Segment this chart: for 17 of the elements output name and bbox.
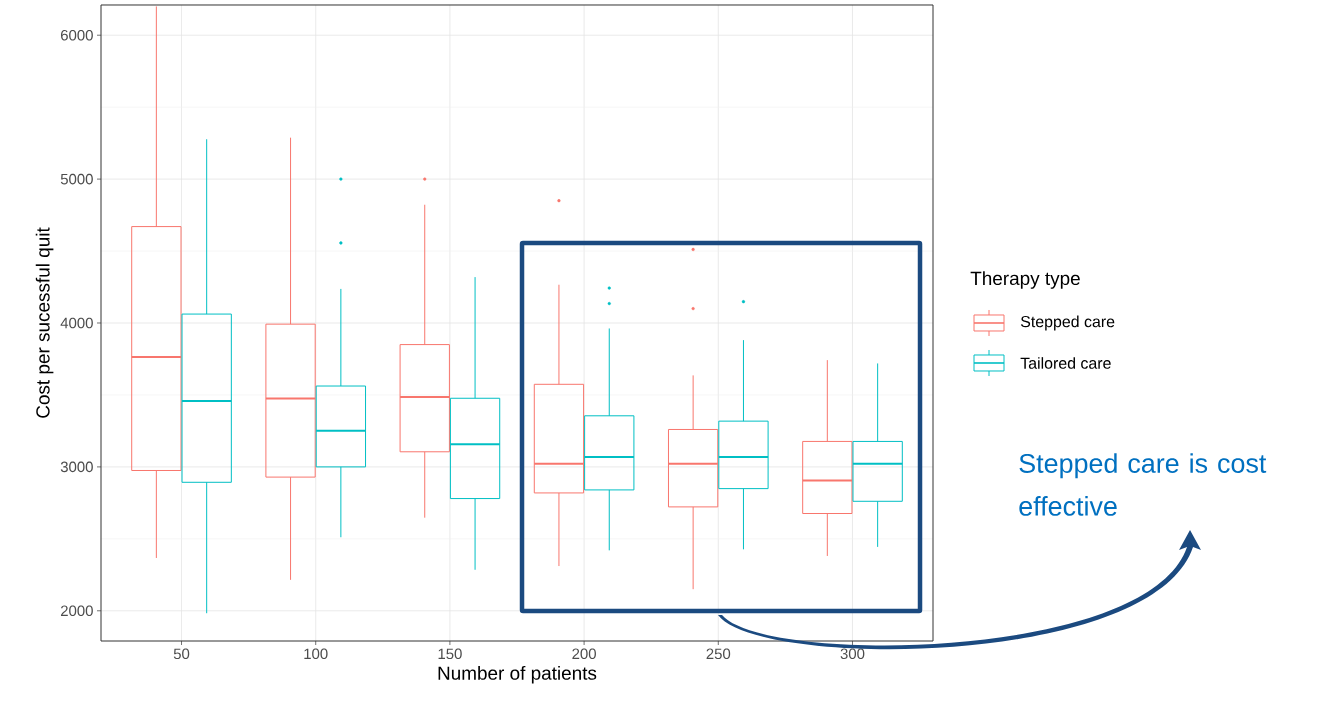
x-tick-label: 50 — [173, 648, 190, 660]
x-tick-label: 100 — [304, 648, 328, 660]
legend-label: Stepped care — [1020, 315, 1115, 331]
y-tick-label: 6000 — [61, 29, 93, 41]
legend-label: Tailored care — [1020, 357, 1111, 369]
x-axis-title: Number of patients — [438, 665, 597, 684]
y-axis-title: Cost per sucessful quit — [35, 227, 54, 418]
legend-title: Therapy type — [970, 271, 1080, 289]
y-tick-label: 3000 — [60, 461, 93, 473]
y-tick-label: 5000 — [60, 173, 93, 185]
y-tick-label: 4000 — [60, 317, 93, 329]
y-tick-label: 2000 — [60, 605, 93, 617]
text: Stepped care is cost effective — [1019, 453, 1267, 516]
x-tick-label: 300 — [840, 648, 865, 660]
x-tick-label: 200 — [572, 648, 596, 660]
x-tick-label: 150 — [438, 648, 462, 660]
x-tick-label: 250 — [706, 648, 731, 660]
